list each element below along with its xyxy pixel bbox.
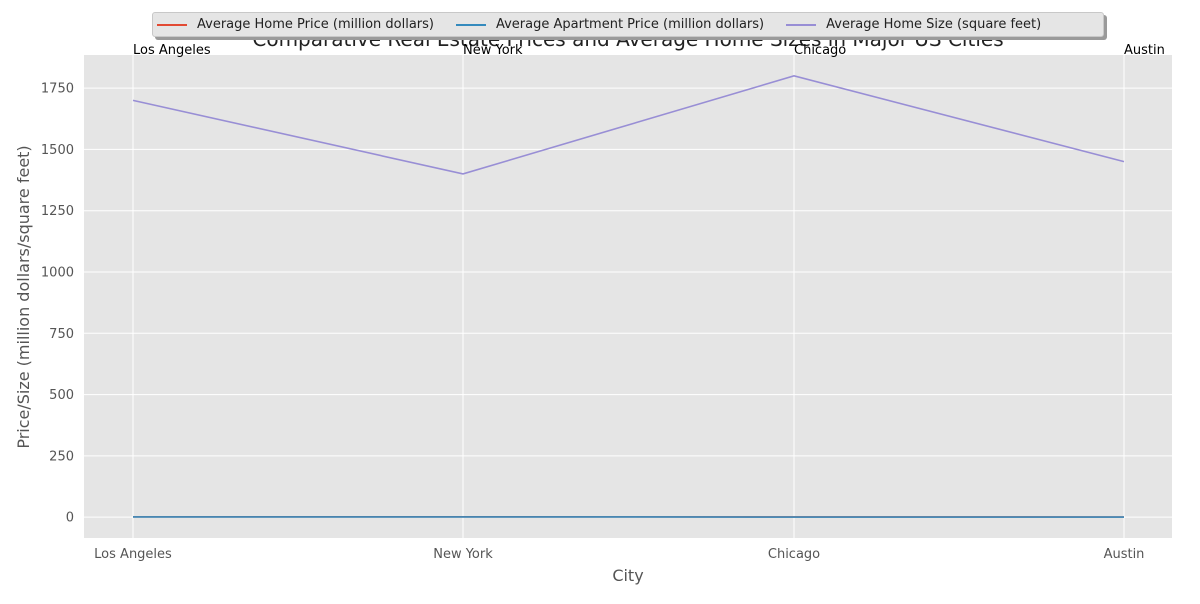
x-tick-label: Chicago xyxy=(768,547,820,562)
legend-swatch xyxy=(157,24,187,26)
y-axis-label: Price/Size (million dollars/square feet) xyxy=(14,145,33,448)
legend-item: Average Home Size (square feet) xyxy=(786,17,1041,32)
plot-background xyxy=(84,55,1172,538)
legend: Average Home Price (million dollars) Aver… xyxy=(152,12,1104,37)
y-tick-label: 1000 xyxy=(41,265,74,280)
legend-item: Average Home Price (million dollars) xyxy=(157,17,434,32)
y-tick-label: 750 xyxy=(49,327,74,342)
y-tick-label: 1500 xyxy=(41,143,74,158)
city-annotation: Los Angeles xyxy=(133,43,211,58)
x-tick-label: Austin xyxy=(1104,547,1145,562)
y-tick-label: 1750 xyxy=(41,82,74,97)
y-tick-labels: 0 250 500 750 1000 1250 1500 1750 xyxy=(41,82,74,526)
x-tick-label: Los Angeles xyxy=(94,547,172,562)
x-axis-label: City xyxy=(612,566,643,585)
legend-label: Average Home Size (square feet) xyxy=(826,17,1041,32)
y-tick-label: 0 xyxy=(66,511,74,526)
city-annotation: Chicago xyxy=(794,43,846,58)
x-tick-labels: Los Angeles New York Chicago Austin xyxy=(94,547,1144,562)
legend-swatch xyxy=(786,24,816,26)
y-tick-label: 500 xyxy=(49,388,74,403)
legend-label: Average Home Price (million dollars) xyxy=(197,17,434,32)
city-annotation: New York xyxy=(463,43,523,58)
y-tick-label: 250 xyxy=(49,449,74,464)
x-tick-label: New York xyxy=(433,547,493,562)
legend-swatch xyxy=(456,24,486,26)
city-annotation: Austin xyxy=(1124,43,1165,58)
legend-label: Average Apartment Price (million dollars… xyxy=(496,17,764,32)
legend-item: Average Apartment Price (million dollars… xyxy=(456,17,764,32)
y-tick-label: 1250 xyxy=(41,204,74,219)
